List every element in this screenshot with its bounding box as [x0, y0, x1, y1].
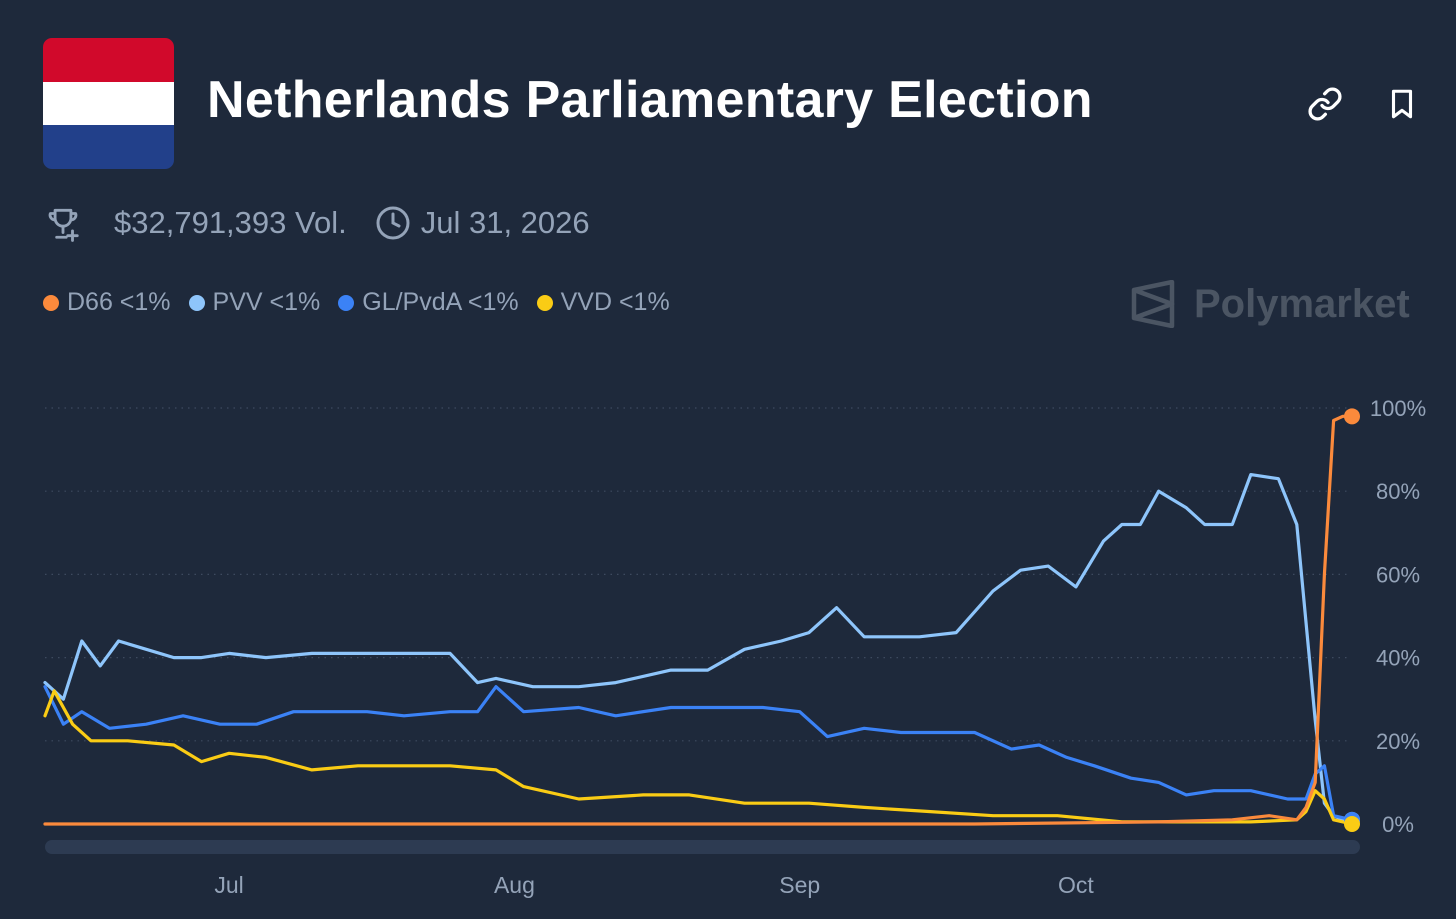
flag-band-blue [43, 125, 174, 169]
legend-item-pvv[interactable]: PVV <1% [188, 288, 321, 317]
chart-legend: D66 <1% PVV <1% GL/PvdA <1% VVD <1% [43, 288, 688, 317]
series-endpoint-d66 [1344, 408, 1360, 425]
x-tick-label: Oct [1058, 872, 1094, 898]
end-date-text: Jul 31, 2026 [420, 205, 590, 240]
legend-dot [188, 294, 205, 311]
volume-text: $32,791,393 Vol. [114, 205, 347, 240]
y-tick-label: 40% [1376, 646, 1420, 671]
legend-item-vvd[interactable]: VVD <1% [536, 288, 670, 317]
legend-dot [338, 294, 355, 311]
series-line-pvv [43, 473, 1354, 822]
series-endpoint-vvd [1344, 816, 1360, 832]
flag-band-white [43, 81, 174, 126]
chart-endpoints [1344, 408, 1360, 832]
netherlands-flag [43, 38, 174, 169]
x-tick-label: Aug [494, 872, 535, 898]
chart-grid [45, 407, 1350, 742]
legend-dot [536, 294, 553, 311]
chart-lines [43, 414, 1354, 826]
bookmark-icon[interactable] [1382, 84, 1422, 124]
legend-label: D66 <1% [67, 288, 171, 316]
legend-label: PVV <1% [212, 288, 321, 316]
chart-range-scrollbar[interactable] [45, 840, 1360, 854]
series-line-vvd [43, 689, 1354, 826]
watermark-text: Polymarket [1194, 281, 1410, 326]
market-meta: $32,791,393 Vol. Jul 31, 2026 [44, 200, 590, 246]
legend-item-gl-pvda[interactable]: GL/PvdA <1% [338, 288, 519, 317]
y-axis-labels: 100% 80% 60% 40% 20% 0% [1370, 396, 1426, 837]
legend-item-d66[interactable]: D66 <1% [43, 288, 171, 317]
y-tick-label: 100% [1370, 396, 1426, 421]
y-tick-label: 0% [1382, 812, 1414, 837]
series-line-gl-pvda [43, 685, 1354, 822]
y-tick-label: 60% [1376, 562, 1420, 587]
link-icon[interactable] [1305, 84, 1345, 124]
series-line-d66 [43, 414, 1354, 826]
polymarket-watermark: Polymarket [1130, 280, 1410, 328]
legend-dot [43, 294, 59, 311]
polymarket-logo-icon [1130, 280, 1176, 328]
legend-label: VVD <1% [560, 288, 670, 316]
legend-label: GL/PvdA <1% [362, 288, 519, 316]
x-tick-label: Jul [214, 872, 243, 898]
x-axis-labels: Jul Aug Sep Oct [214, 872, 1094, 898]
y-tick-label: 20% [1376, 729, 1420, 754]
x-tick-label: Sep [779, 872, 820, 898]
clock-icon [375, 205, 411, 241]
flag-band-red [43, 38, 174, 82]
trophy-icon [44, 203, 82, 243]
page-title: Netherlands Parliamentary Election [207, 71, 1093, 129]
y-tick-label: 80% [1376, 479, 1420, 504]
